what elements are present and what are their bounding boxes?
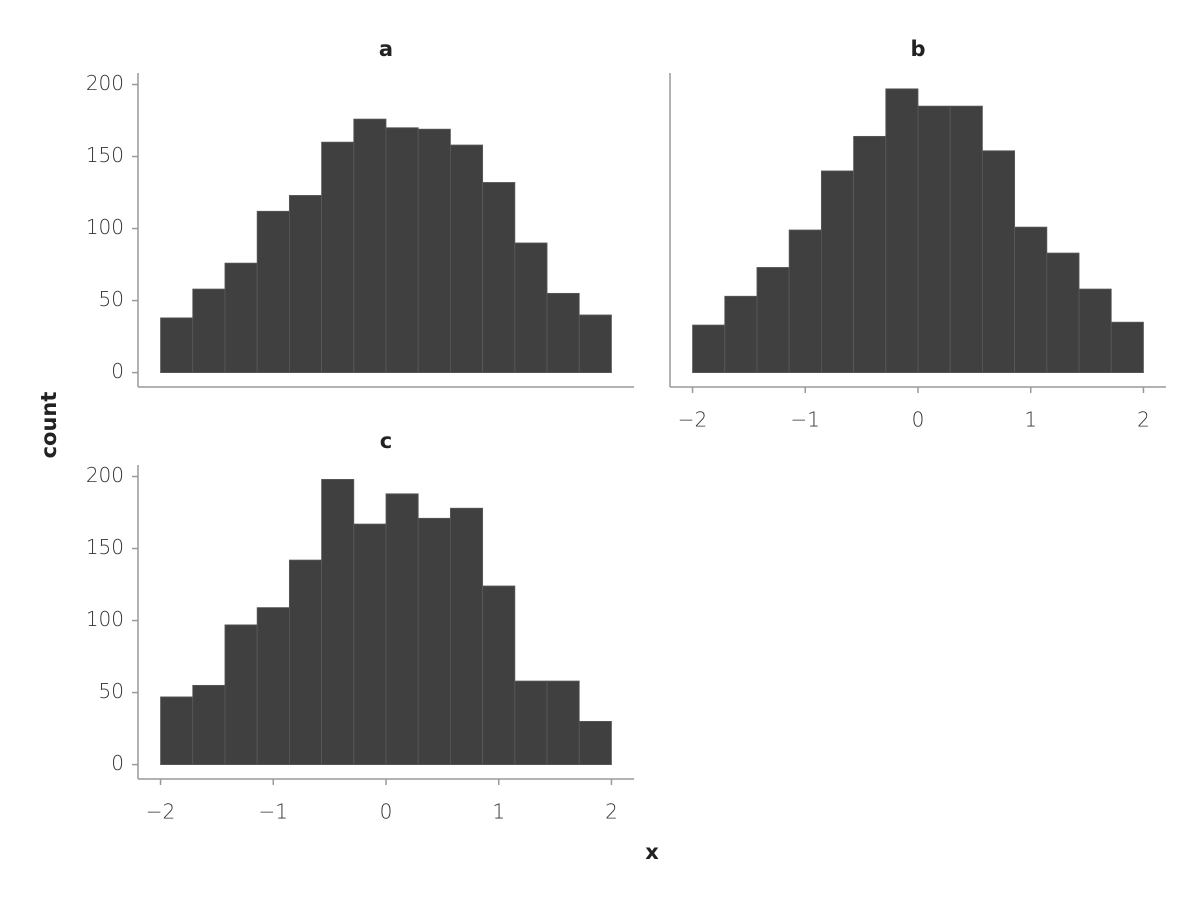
bar <box>949 105 983 373</box>
y-axis-label: count <box>37 392 61 459</box>
x-tick-label: 0 <box>912 408 925 432</box>
x-tick-label: 2 <box>1137 408 1150 432</box>
x-tick-label: −2 <box>146 800 175 824</box>
bar <box>256 607 290 765</box>
x-tick-label: 1 <box>492 800 505 824</box>
bar <box>546 292 580 373</box>
y-tick-label: 150 <box>86 143 124 167</box>
bar <box>514 680 548 765</box>
bar <box>482 182 516 373</box>
bar <box>192 684 226 765</box>
bar <box>788 229 822 373</box>
bar <box>1046 252 1080 373</box>
bar <box>917 105 951 373</box>
bar <box>288 559 322 765</box>
y-tick-label: 50 <box>99 679 124 703</box>
bar <box>450 507 484 765</box>
bar <box>450 144 484 373</box>
x-tick-label: 1 <box>1024 408 1037 432</box>
bar <box>482 585 516 765</box>
bar <box>160 317 194 373</box>
x-tick-label: −2 <box>678 408 707 432</box>
bar <box>820 170 854 373</box>
bar <box>160 696 194 765</box>
x-tick-label: −1 <box>791 408 820 432</box>
bar <box>692 324 726 373</box>
bar <box>224 624 258 765</box>
bar <box>385 493 419 765</box>
y-tick-label: 0 <box>111 751 124 775</box>
bar <box>1014 226 1048 373</box>
bar <box>288 195 322 373</box>
bar <box>756 267 790 373</box>
bar <box>353 118 387 373</box>
bar <box>224 262 258 373</box>
facet-title: a <box>379 37 393 61</box>
bar <box>256 210 290 373</box>
bar <box>1110 321 1144 373</box>
y-tick-label: 200 <box>86 71 124 95</box>
bar <box>514 242 548 373</box>
bar <box>353 523 387 765</box>
x-tick-label: −1 <box>259 800 288 824</box>
bar <box>321 479 355 765</box>
bar <box>321 141 355 373</box>
y-tick-label: 200 <box>86 463 124 487</box>
bar <box>885 88 919 373</box>
facet-title: b <box>910 37 925 61</box>
x-tick-label: 2 <box>605 800 618 824</box>
bar <box>724 295 758 373</box>
bar <box>417 128 451 373</box>
bar <box>578 314 612 373</box>
bar <box>578 720 612 765</box>
y-tick-label: 100 <box>86 215 124 239</box>
bar <box>417 517 451 765</box>
y-tick-label: 100 <box>86 607 124 631</box>
x-axis-label: x <box>645 840 659 864</box>
x-tick-label: 0 <box>380 800 393 824</box>
bar <box>1078 288 1112 373</box>
bar <box>853 135 887 373</box>
bar <box>546 680 580 765</box>
y-tick-label: 150 <box>86 535 124 559</box>
bar <box>192 288 226 373</box>
bar <box>385 127 419 373</box>
facet-title: c <box>380 429 392 453</box>
y-tick-label: 50 <box>99 287 124 311</box>
bar <box>982 150 1016 373</box>
y-tick-label: 0 <box>111 359 124 383</box>
